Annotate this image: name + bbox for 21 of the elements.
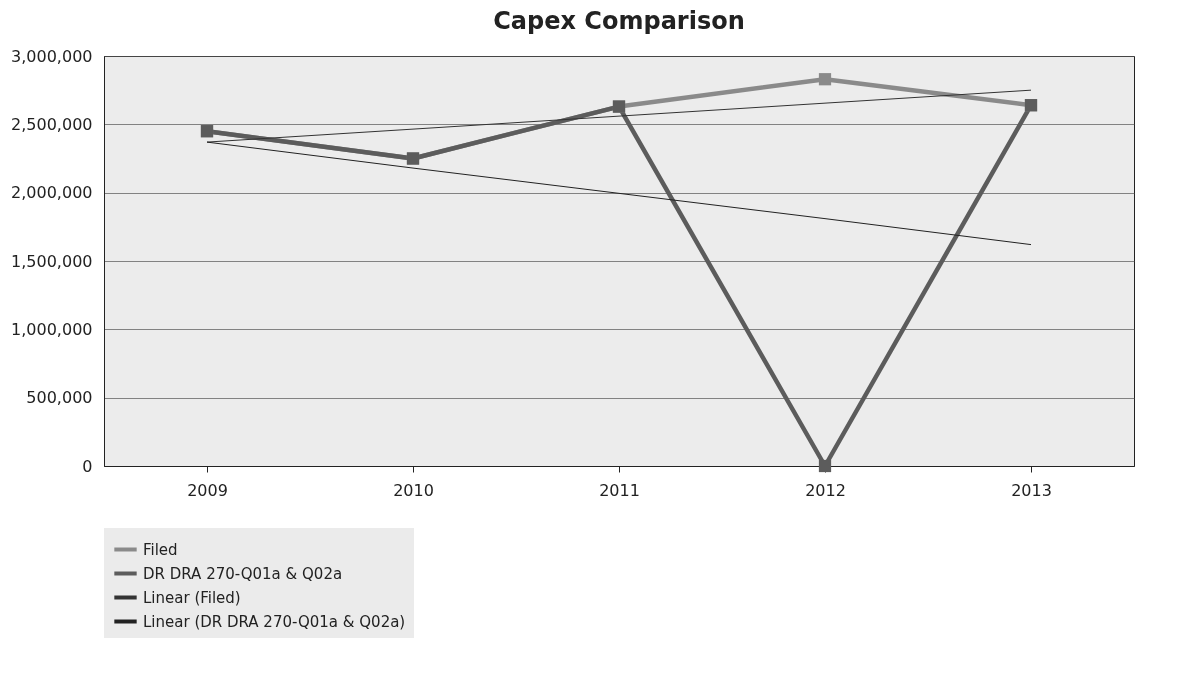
line-series [206,141,1032,246]
legend-label: DR DRA 270-Q01a & Q02a [143,564,343,583]
legend-label: Linear (Filed) [143,588,241,607]
x-tick-label: 2012 [805,480,846,500]
y-tick-label: 0 [82,456,93,476]
line-series [206,89,1032,143]
legend-label: Filed [143,540,178,559]
x-tick-label: 2013 [1011,480,1052,500]
y-tick-label: 500,000 [26,388,93,408]
y-tick-label: 3,000,000 [11,46,93,66]
chart-title: Capex Comparison [493,7,745,35]
x-tick-label: 2011 [599,480,640,500]
x-tick-label: 2009 [187,480,228,500]
y-tick-label: 2,500,000 [11,114,93,134]
legend-label: Linear (DR DRA 270-Q01a & Q02a) [143,612,406,631]
y-tick-label: 2,000,000 [11,183,93,203]
y-tick-label: 1,000,000 [11,319,93,339]
point [818,73,832,86]
x-tick-label: 2010 [393,480,434,500]
point [818,459,832,473]
y-tick-label: 1,500,000 [11,251,93,271]
